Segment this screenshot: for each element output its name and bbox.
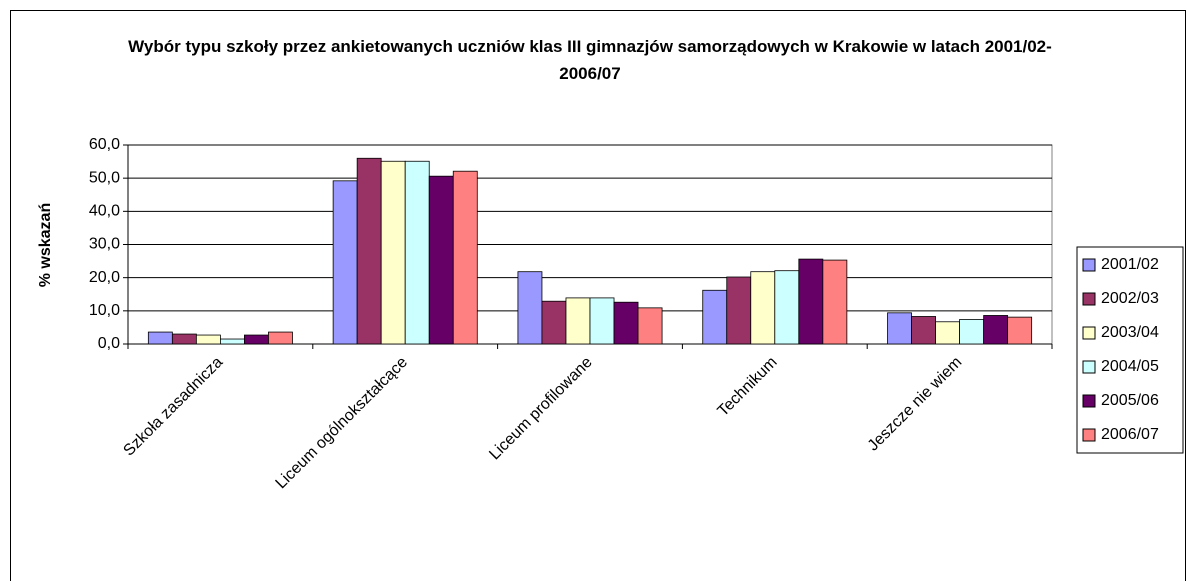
chart-title: Wybór typu szkoły przez ankietowanych uc… <box>128 37 1052 83</box>
bar <box>428 175 454 345</box>
bar <box>983 315 1009 345</box>
bar <box>380 160 406 345</box>
bar <box>911 316 936 345</box>
bar <box>147 331 173 345</box>
bar <box>750 271 776 345</box>
legend-label: 2002/03 <box>1101 290 1159 307</box>
x-tick-label: Szkoła zasadnicza <box>120 354 226 460</box>
legend-label: 2005/06 <box>1101 392 1159 409</box>
bar <box>171 333 197 345</box>
bar <box>452 170 478 345</box>
x-tick-label: Liceum ogólnokształcące <box>273 354 412 493</box>
legend-label: 2003/04 <box>1101 324 1159 341</box>
bar <box>887 312 912 345</box>
bar <box>774 270 800 345</box>
legend-box <box>1076 246 1184 454</box>
legend-label: 2001/02 <box>1101 256 1159 273</box>
y-axis-label: % wskazań <box>37 203 54 287</box>
x-tick-label: Technikum <box>715 354 781 420</box>
y-tick-label: 50,0 <box>89 169 120 186</box>
bar <box>219 338 245 345</box>
legend-swatch <box>1082 258 1096 272</box>
bar <box>798 258 824 345</box>
bar <box>195 334 221 345</box>
chart-frame <box>10 10 1186 581</box>
bar <box>1007 316 1033 345</box>
bar <box>935 321 960 345</box>
y-tick-label: 10,0 <box>89 302 120 319</box>
bar <box>517 271 543 345</box>
y-tick-label: 40,0 <box>89 203 120 220</box>
legend-swatch <box>1082 394 1096 408</box>
bar <box>332 180 358 345</box>
bar <box>589 297 615 345</box>
bar <box>726 276 752 345</box>
legend-swatch <box>1082 326 1096 340</box>
y-tick-label: 30,0 <box>89 236 120 253</box>
bar <box>404 160 430 345</box>
bar <box>613 301 639 345</box>
bar <box>702 289 728 345</box>
legend-swatch <box>1082 428 1096 442</box>
legend-swatch <box>1082 292 1096 306</box>
bar <box>356 157 382 345</box>
bar <box>565 297 591 345</box>
bar <box>959 319 985 345</box>
legend-label: 2004/05 <box>1101 358 1159 375</box>
x-tick-label: Liceum profilowane <box>486 354 596 464</box>
y-tick-label: 0,0 <box>98 335 120 352</box>
y-tick-label: 60,0 <box>89 136 120 153</box>
bar <box>541 300 567 345</box>
x-tick-label: Jeszcze nie wiem <box>865 354 966 455</box>
bar <box>822 259 848 345</box>
bar <box>268 331 293 345</box>
bar <box>244 334 269 345</box>
legend-label: 2006/07 <box>1101 426 1159 443</box>
bar <box>637 307 663 345</box>
legend-swatch <box>1082 360 1096 374</box>
y-tick-label: 20,0 <box>89 269 120 286</box>
